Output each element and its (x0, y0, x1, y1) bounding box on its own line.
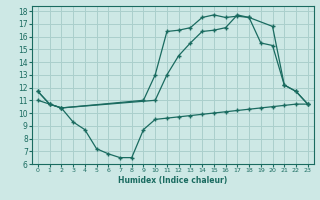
X-axis label: Humidex (Indice chaleur): Humidex (Indice chaleur) (118, 176, 228, 185)
